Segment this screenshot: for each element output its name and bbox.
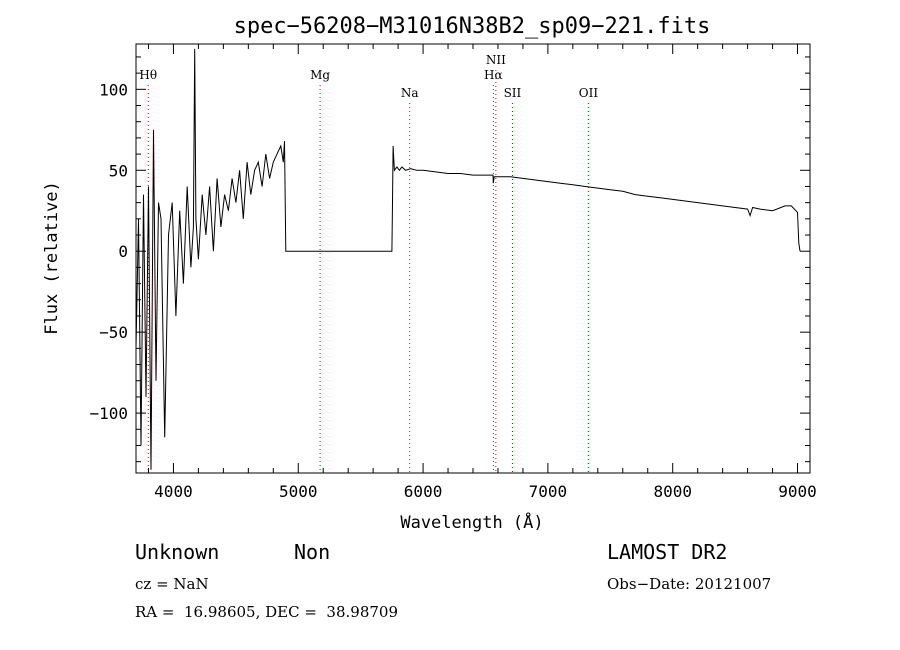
object-subclass: Non — [294, 540, 331, 564]
x-axis-label: Wavelength (Å) — [400, 511, 543, 533]
line-label-3: NII — [486, 53, 506, 67]
x-tick-label-4: 8000 — [653, 482, 692, 501]
redshift-text: cz = NaN — [135, 575, 209, 593]
y-tick-label-2: 0 — [118, 242, 128, 261]
y-tick-label-0: 100 — [99, 80, 128, 99]
line-label-0: Hθ — [139, 68, 157, 82]
obs-date: Obs−Date: 20121007 — [607, 575, 772, 593]
chart-title: spec−56208−M31016N38B2_sp09−221.fits — [234, 14, 711, 39]
plot-frame — [135, 43, 811, 474]
line-label-2: Na — [401, 86, 419, 100]
object-class: Unknown — [135, 540, 220, 564]
x-tick-label-0: 4000 — [154, 482, 193, 501]
x-tick-label-2: 6000 — [404, 482, 443, 501]
line-label-4: Hα — [484, 68, 503, 82]
x-tick-label-1: 5000 — [279, 482, 318, 501]
y-tick-label-1: 50 — [109, 161, 128, 180]
x-tick-label-5: 9000 — [778, 482, 817, 501]
line-label-6: OII — [579, 86, 599, 100]
coordinates-text: RA = 16.98605, DEC = 38.98709 — [135, 603, 399, 621]
line-label-1: Mg — [310, 68, 330, 82]
spectrum-line-0 — [135, 48, 801, 470]
x-tick-label-3: 7000 — [529, 482, 568, 501]
survey-label: LAMOST DR2 — [607, 540, 728, 564]
y-tick-label-3: −50 — [99, 323, 128, 342]
y-axis-label: Flux (relative) — [42, 181, 62, 335]
line-label-5: SII — [504, 86, 522, 100]
y-tick-label-4: −100 — [89, 404, 128, 423]
